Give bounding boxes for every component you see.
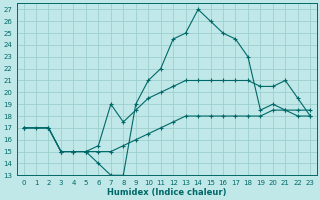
X-axis label: Humidex (Indice chaleur): Humidex (Indice chaleur) (107, 188, 227, 197)
